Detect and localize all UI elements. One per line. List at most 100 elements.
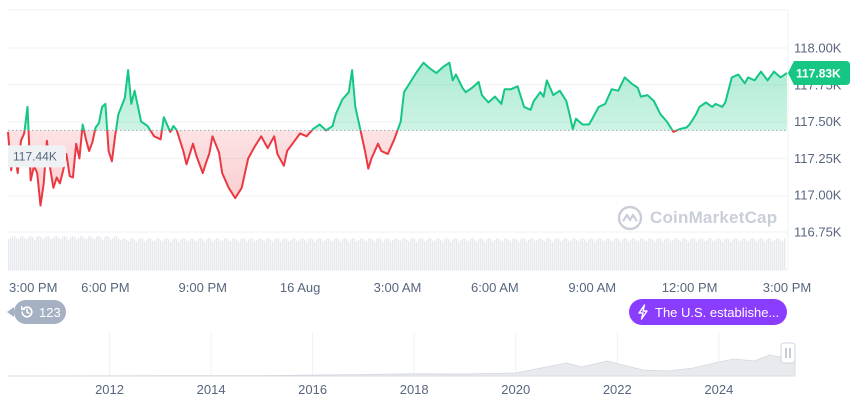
volume-bar (546, 238, 548, 270)
volume-bar (360, 238, 362, 270)
volume-bar (700, 238, 702, 270)
volume-bar (476, 241, 478, 270)
volume-bar (102, 239, 104, 270)
volume-bar (522, 238, 524, 270)
volume-bar (672, 240, 674, 270)
volume-bar (168, 239, 170, 270)
volume-bar (254, 240, 256, 270)
volume-bar (750, 238, 752, 270)
volume-bar (612, 241, 614, 270)
volume-bar (336, 238, 338, 270)
volume-bar (276, 238, 278, 270)
volume-bar (332, 240, 334, 270)
volume-bar (396, 238, 398, 270)
volume-bar (212, 241, 214, 270)
volume-bar (504, 238, 506, 270)
volume-bar (570, 240, 572, 270)
volume-bar (566, 238, 568, 270)
volume-bar (10, 237, 12, 270)
volume-bar (376, 238, 378, 270)
volume-bar (706, 240, 708, 270)
x-tick-label: 9:00 AM (568, 280, 616, 295)
volume-bar (664, 239, 666, 270)
volume-bar (138, 239, 140, 270)
volume-bar (204, 241, 206, 270)
volume-bar (140, 238, 142, 270)
volume-bar (290, 240, 292, 270)
event-badge[interactable]: The U.S. establishe... (629, 299, 787, 325)
y-axis: 118.00K117.75K117.50K117.25K117.00K116.7… (794, 41, 842, 240)
volume-bar (550, 239, 552, 270)
event-text: The U.S. establishe... (655, 304, 780, 320)
volume-bar (242, 238, 244, 270)
volume-bar (368, 238, 370, 270)
volume-bar (372, 239, 374, 270)
volume-bar (18, 238, 20, 270)
volume-bar (398, 240, 400, 270)
volume-bar (478, 238, 480, 270)
volume-bar (350, 239, 352, 270)
range-navigator[interactable] (7, 332, 796, 377)
volume-bar (198, 238, 200, 270)
volume-bar (552, 241, 554, 270)
volume-bar (328, 238, 330, 270)
volume-bar (302, 238, 304, 270)
volume-bar (30, 236, 32, 270)
volume-bar (306, 241, 308, 270)
volume-bar (54, 236, 56, 270)
volume-bar (230, 240, 232, 270)
volume-bar (726, 238, 728, 270)
volume-bar (238, 241, 240, 270)
price-line (7, 61, 788, 207)
volume-bar (270, 239, 272, 270)
volume-bar (80, 236, 82, 270)
volume-bar (282, 239, 284, 270)
volume-bar (114, 236, 116, 270)
volume-bar (514, 238, 516, 270)
volume-bar (258, 238, 260, 270)
volume-bar (170, 241, 172, 270)
current-price-text: 117.83K (796, 67, 841, 81)
navigator-handle[interactable] (780, 342, 796, 364)
volume-bar (764, 241, 766, 270)
volume-bar (220, 240, 222, 270)
volume-bar (156, 238, 158, 270)
volume-bar (346, 239, 348, 270)
volume-bar (600, 238, 602, 270)
volume-bar (658, 238, 660, 270)
volume-bar (288, 240, 290, 270)
volume-bar (482, 239, 484, 270)
volume-bar (602, 240, 604, 270)
volume-bar (716, 238, 718, 270)
y-tick-label: 117.25K (794, 151, 842, 166)
volume-bar (16, 238, 18, 270)
volume-bar (564, 238, 566, 270)
volume-bar (450, 241, 452, 270)
price-line-down (7, 130, 680, 207)
volume-bar (430, 238, 432, 270)
volume-bar (344, 238, 346, 270)
watermark-text: CoinMarketCap (650, 208, 778, 227)
volume-bar (380, 239, 382, 270)
volume-bar (74, 236, 76, 270)
volume-bar (352, 238, 354, 270)
volume-bar (432, 240, 434, 270)
volume-bar (228, 240, 230, 270)
grid-lines (8, 9, 789, 271)
volume-bar (150, 238, 152, 270)
history-badge[interactable]: 123 (7, 300, 66, 324)
volume-bar (340, 241, 342, 270)
volume-bar (734, 238, 736, 270)
volume-bar (52, 238, 54, 270)
volume-bar (394, 238, 396, 270)
volume-bar (90, 236, 92, 270)
volume-bar (614, 238, 616, 270)
area-above-reference (8, 62, 787, 131)
volume-bar (28, 236, 30, 270)
volume-bar (154, 240, 156, 270)
volume-bar (64, 236, 66, 270)
volume-bar (440, 239, 442, 270)
volume-bar (292, 238, 294, 270)
volume-bar (278, 239, 280, 270)
